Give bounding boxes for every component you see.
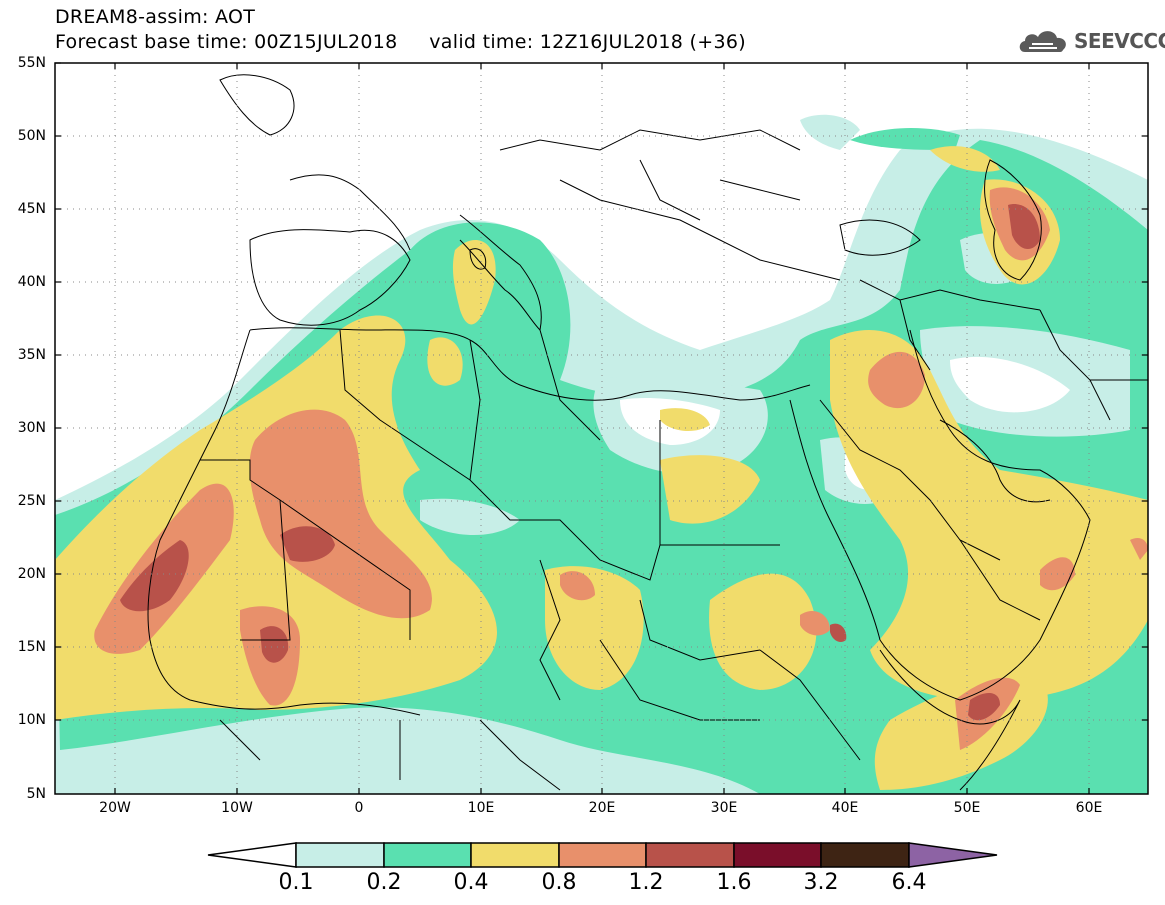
aot-contour-12 [830, 623, 847, 643]
aot-contour-08 [249, 409, 432, 619]
lat-label: 30N [17, 420, 46, 436]
logo-text: SEEVCCC [1074, 29, 1165, 53]
map-title: DREAM8-assim: AOT [55, 6, 256, 28]
lat-label: 25N [17, 493, 46, 509]
lat-label: 55N [17, 55, 46, 71]
axis-ticks [55, 62, 1148, 794]
lon-label: 20E [588, 800, 616, 816]
lat-label: 35N [17, 347, 46, 363]
lat-label: 15N [17, 639, 46, 655]
seevccc-logo: SEEVCCC [1017, 26, 1165, 56]
forecast-time-line: Forecast base time: 00Z15JUL2018 valid t… [55, 31, 746, 53]
lon-label: 30E [710, 800, 738, 816]
aot-contour-08 [800, 610, 830, 636]
aot-contour-04 [427, 337, 463, 386]
aot-contour-04 [545, 566, 644, 690]
aot-fields [55, 114, 1148, 794]
lon-label: 0 [354, 800, 364, 816]
aot-contour-04 [660, 408, 710, 432]
lat-label: 20N [17, 566, 46, 582]
colorbar-label: 0.1 [278, 870, 314, 895]
colorbar-segment [470, 842, 560, 868]
aot-contour-12 [260, 626, 289, 663]
aot-contour-12 [120, 540, 189, 612]
lon-label: 40E [831, 800, 859, 816]
lat-label: 40N [17, 274, 46, 290]
aot-contour-12 [968, 693, 1000, 721]
aot-contour-08 [1130, 538, 1148, 560]
colorbar-label: 0.4 [453, 870, 489, 895]
lat-label: 50N [17, 128, 46, 144]
colorbar-segment [295, 842, 385, 868]
lat-label: 10N [17, 712, 46, 728]
aot-contour-08 [560, 571, 595, 601]
aot-contour-04 [709, 573, 817, 690]
aot-contour-04 [660, 455, 760, 524]
colorbar-label: 1.6 [716, 870, 752, 895]
colorbar [207, 842, 998, 868]
colorbar-label: 3.2 [803, 870, 839, 895]
lon-label: 60E [1075, 800, 1103, 816]
aot-contour-02 [850, 128, 960, 150]
colorbar-label: 0.8 [541, 870, 577, 895]
coastlines [147, 74, 1148, 791]
aot-contour-12 [280, 526, 335, 562]
lon-label: 50E [953, 800, 981, 816]
colorbar-segment [733, 842, 822, 868]
colorbar-arrow-low [207, 842, 297, 868]
colorbar-arrow-high [908, 842, 998, 868]
aot-contour-04 [930, 146, 1000, 172]
cloud-icon [1019, 31, 1066, 52]
colorbar-label: 6.4 [891, 870, 927, 895]
graticule [55, 63, 1148, 794]
aot-contour-08 [868, 351, 925, 409]
aot-contour-04 [452, 240, 496, 325]
lon-label: 10E [467, 800, 495, 816]
colorbar-segment [558, 842, 647, 868]
colorbar-label: 0.2 [366, 870, 402, 895]
colorbar-segment [383, 842, 472, 868]
colorbar-label: 1.2 [628, 870, 664, 895]
colorbar-segment [820, 842, 910, 868]
colorbar-segment [645, 842, 735, 868]
aot-contour-04 [830, 330, 1148, 700]
lat-label: 5N [26, 786, 46, 802]
lon-label: 10W [221, 800, 253, 816]
lon-label: 20W [99, 800, 131, 816]
aot-contour-12 [1008, 204, 1040, 250]
lat-label: 45N [17, 201, 46, 217]
